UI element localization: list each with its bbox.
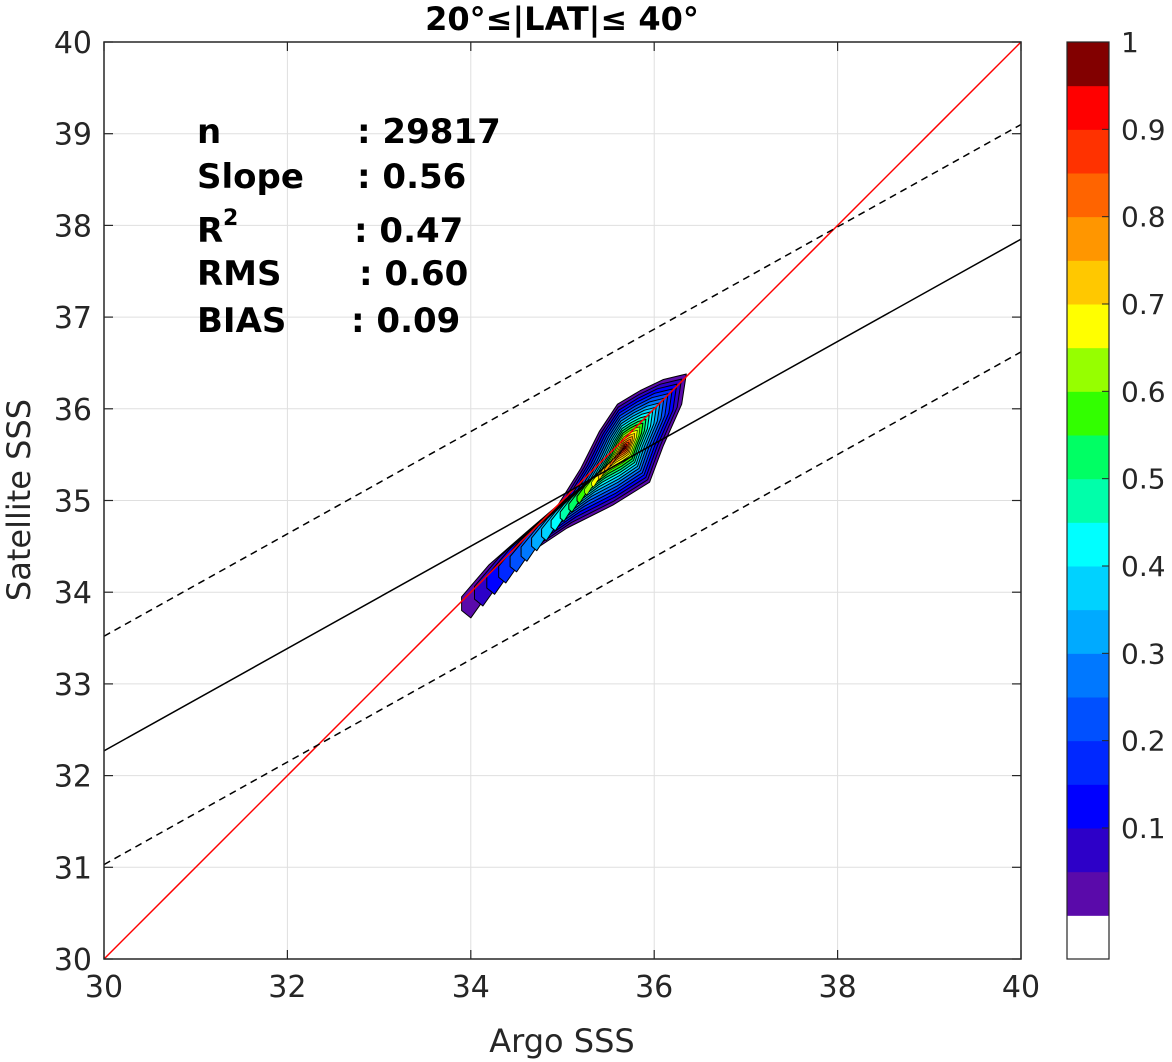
colorbar-band (1067, 522, 1109, 567)
colorbar-tick-label: 0.9 (1121, 113, 1166, 146)
regression-line (104, 238, 1021, 752)
colorbar-tick-label: 0.4 (1121, 550, 1166, 583)
y-tick-label: 35 (54, 485, 92, 520)
colorbar-band (1067, 697, 1109, 742)
x-tick-label: 32 (268, 970, 306, 1005)
stat-label: n (197, 112, 221, 152)
colorbar-tick-label: 1 (1121, 26, 1139, 59)
stat-label: Slope (197, 157, 304, 197)
colorbar-band (1067, 304, 1109, 349)
colorbar-band (1067, 915, 1109, 960)
colorbar-band (1067, 85, 1109, 130)
y-tick-label: 32 (54, 760, 92, 795)
stat-label: RMS (197, 254, 282, 294)
y-tick-label: 36 (54, 393, 92, 428)
stat-value: : 0.47 (354, 211, 463, 251)
colorbar: 0.1 0.2 0.3 0.4 0.5 0.6 0.7 0.8 0.9 1 (1066, 26, 1166, 960)
stat-label-superscript: 2 (223, 206, 238, 231)
y-axis-ticks: 30 31 32 33 34 35 36 37 38 39 40 (54, 26, 1021, 978)
colorbar-band (1067, 173, 1109, 218)
colorbar-tick-label: 0.7 (1121, 288, 1166, 321)
contour-level (622, 445, 626, 451)
x-tick-label: 40 (1002, 970, 1040, 1005)
x-tick-label: 34 (452, 970, 490, 1005)
colorbar-band (1067, 828, 1109, 873)
colorbar-band (1067, 609, 1109, 654)
colorbar-band (1067, 216, 1109, 261)
y-tick-label: 34 (54, 576, 92, 611)
x-tick-label: 36 (635, 970, 673, 1005)
statistics-box: n : 29817 Slope : 0.56 R 2 : 0.47 RMS : 0.60 BIAS… (197, 112, 501, 341)
y-tick-label: 30 (54, 943, 92, 978)
colorbar-band (1067, 129, 1109, 174)
x-axis-ticks: 30 32 34 36 38 40 (85, 42, 1040, 1005)
stat-value: : 29817 (357, 112, 501, 152)
colorbar-tick-label: 0.5 (1121, 463, 1166, 496)
x-tick-label: 30 (85, 970, 123, 1005)
one-to-one-line (104, 42, 1021, 959)
y-tick-label: 39 (54, 118, 92, 153)
colorbar-band (1067, 784, 1109, 829)
y-tick-label: 37 (54, 301, 92, 336)
stat-label: R (197, 211, 223, 251)
y-tick-label: 38 (54, 209, 92, 244)
colorbar-band (1067, 740, 1109, 785)
stat-value: : 0.56 (357, 157, 466, 197)
grid (104, 42, 1021, 959)
colorbar-band (1067, 478, 1109, 523)
colorbar-band (1067, 391, 1109, 436)
colorbar-tick-label: 0.2 (1121, 725, 1166, 758)
colorbar-band (1067, 260, 1109, 305)
colorbar-band (1067, 347, 1109, 392)
fit-lines (104, 42, 1021, 959)
colorbar-band (1067, 871, 1109, 916)
colorbar-band (1067, 653, 1109, 698)
x-axis-label: Argo SSS (489, 1022, 634, 1060)
colorbar-band (1067, 435, 1109, 480)
y-tick-label: 33 (54, 668, 92, 703)
stat-label: BIAS (197, 301, 286, 341)
chart-title: 20°≤|LAT|≤ 40° (425, 0, 699, 39)
colorbar-tick-label: 0.1 (1121, 812, 1166, 845)
stat-value: : 0.60 (359, 254, 468, 294)
colorbar-tick-label: 0.6 (1121, 375, 1166, 408)
colorbar-frame (1066, 41, 1110, 960)
x-tick-label: 38 (819, 970, 857, 1005)
colorbar-band (1067, 566, 1109, 611)
colorbar-tick-label: 0.8 (1121, 201, 1166, 234)
colorbar-tick-label: 0.3 (1121, 637, 1166, 670)
stat-value: : 0.09 (351, 301, 460, 341)
colorbar-band (1067, 42, 1109, 87)
y-tick-label: 40 (54, 26, 92, 61)
y-tick-label: 31 (54, 851, 92, 886)
y-axis-label: Satellite SSS (0, 399, 38, 601)
density-contours (461, 373, 687, 619)
